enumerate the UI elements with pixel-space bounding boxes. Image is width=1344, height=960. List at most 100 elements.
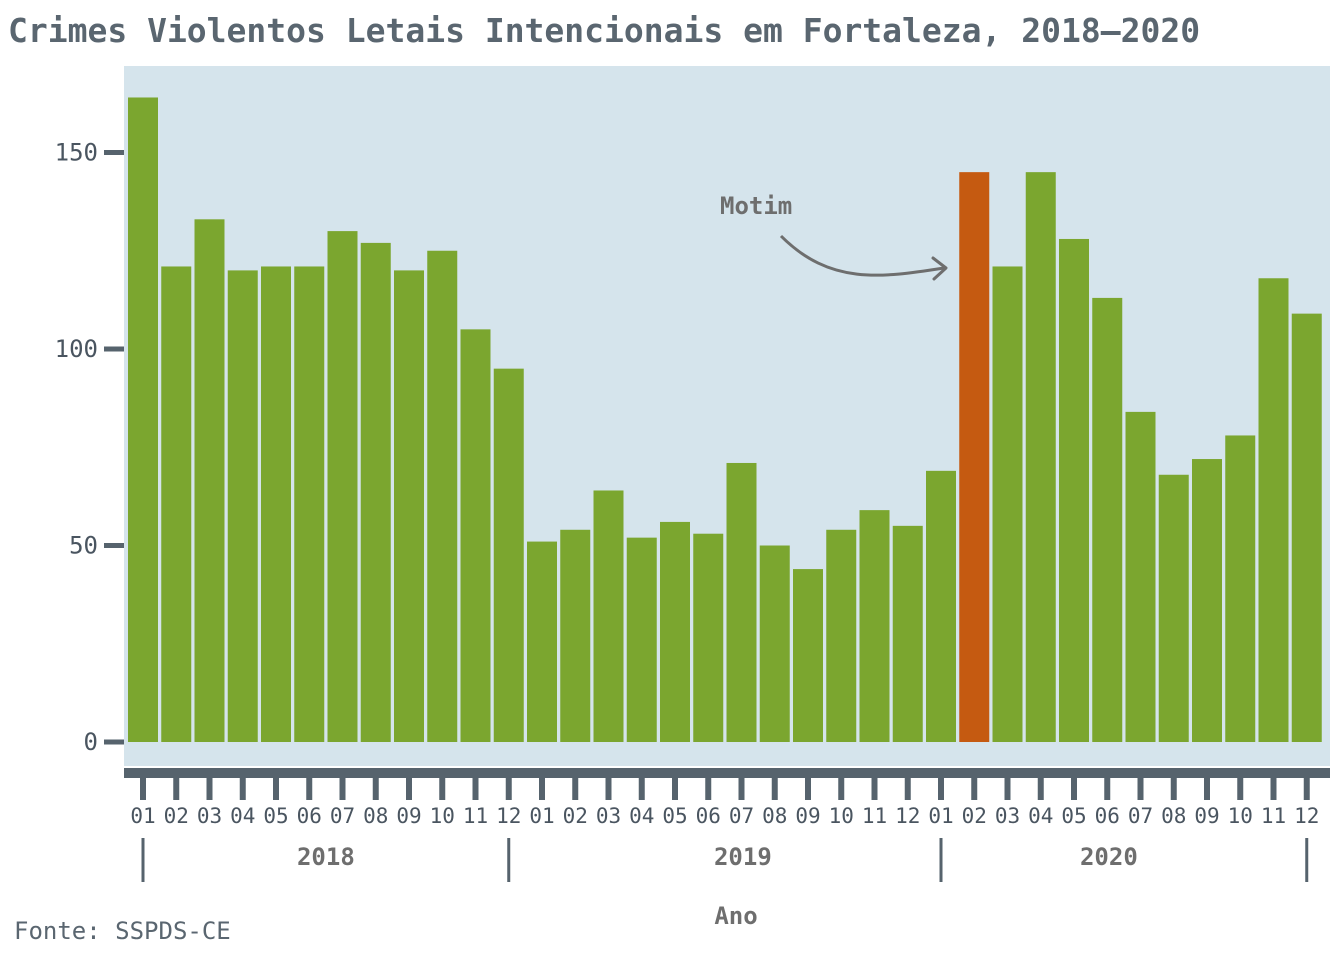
x-tick-mark xyxy=(738,778,745,800)
x-tick-mark xyxy=(1204,778,1210,800)
bar xyxy=(1092,297,1123,742)
annotation-label: Motim xyxy=(720,192,792,220)
bar xyxy=(693,533,724,742)
bar xyxy=(926,470,956,742)
source-note: Fonte: SSPDS-CE xyxy=(14,917,231,945)
annotation: Motim xyxy=(720,192,948,281)
x-tick-label: 04 xyxy=(1028,804,1053,828)
x-tick-mark xyxy=(672,778,678,800)
bar xyxy=(1192,459,1222,742)
x-tick-mark xyxy=(1303,778,1310,800)
x-tick-label: 02 xyxy=(563,804,588,828)
x-tick-mark xyxy=(1104,778,1111,800)
x-axis-label: Ano xyxy=(714,902,757,930)
x-tick-label: 10 xyxy=(829,804,854,828)
x-tick-label: 08 xyxy=(363,804,388,828)
bar xyxy=(161,266,192,742)
x-tick-mark xyxy=(904,778,911,800)
x-tick-mark xyxy=(638,778,645,800)
x-tick-label: 04 xyxy=(230,804,255,828)
x-tick-label: 04 xyxy=(629,804,654,828)
x-tick-mark xyxy=(140,778,146,800)
x-tick-mark xyxy=(805,778,811,800)
x-tick-label: 11 xyxy=(463,804,488,828)
x-tick-mark xyxy=(206,778,213,800)
chart-title: Crimes Violentos Letais Intencionais em … xyxy=(8,11,1200,50)
x-tick-mark xyxy=(838,778,845,800)
x-tick-mark xyxy=(339,778,346,800)
x-tick-label: 01 xyxy=(130,804,155,828)
x-tick-label: 03 xyxy=(596,804,621,828)
x-tick-label: 09 xyxy=(396,804,421,828)
x-tick-mark xyxy=(871,778,878,800)
x-tick-mark xyxy=(938,778,944,800)
bar xyxy=(1258,278,1289,742)
bar xyxy=(427,250,458,742)
bar xyxy=(593,490,624,742)
year-label: 2019 xyxy=(714,843,772,871)
x-tick-mark xyxy=(771,778,778,800)
x-ticks: 01 02 03 04 05 06 07 08 09 10 11 12 01 02 03 04 05 06 07 08… xyxy=(130,778,1319,828)
x-tick-mark xyxy=(1071,778,1077,800)
x-tick-mark xyxy=(1137,778,1144,800)
bar xyxy=(1125,411,1156,742)
bar xyxy=(560,529,591,742)
x-axis-line xyxy=(124,768,1330,778)
bar xyxy=(128,97,158,743)
bar xyxy=(194,219,225,742)
bar xyxy=(1059,238,1089,742)
x-tick-mark xyxy=(439,778,446,800)
x-tick-label: 08 xyxy=(762,804,787,828)
x-tick-label: 05 xyxy=(662,804,687,828)
bar xyxy=(493,368,524,742)
x-tick-label: 06 xyxy=(1095,804,1120,828)
bar xyxy=(726,462,757,742)
x-tick-mark xyxy=(1004,778,1011,800)
x-tick-label: 03 xyxy=(197,804,222,828)
x-tick-label: 10 xyxy=(1228,804,1253,828)
x-tick-label: 01 xyxy=(529,804,554,828)
x-tick-label: 10 xyxy=(430,804,455,828)
annotation-arrowhead xyxy=(931,256,948,281)
x-tick-mark xyxy=(406,778,412,800)
y-tick-label: 100 xyxy=(55,335,98,363)
x-tick-label: 11 xyxy=(1261,804,1286,828)
x-tick-mark xyxy=(705,778,712,800)
y-tick-label: 0 xyxy=(84,728,98,756)
bar xyxy=(261,266,291,742)
bar xyxy=(793,569,823,742)
x-tick-label: 05 xyxy=(263,804,288,828)
x-tick-label: 11 xyxy=(862,804,887,828)
bar xyxy=(460,329,491,742)
x-tick-mark xyxy=(1037,778,1044,800)
x-tick-label: 08 xyxy=(1161,804,1186,828)
x-tick-mark xyxy=(306,778,313,800)
bar xyxy=(394,270,424,742)
x-tick-label: 12 xyxy=(496,804,521,828)
y-axis: 0 50 100 150 xyxy=(55,139,124,756)
x-tick-mark xyxy=(572,778,579,800)
bar xyxy=(626,537,657,742)
x-tick-mark xyxy=(372,778,379,800)
x-tick-mark xyxy=(605,778,612,800)
x-tick-label: 03 xyxy=(995,804,1020,828)
year-label: 2018 xyxy=(297,843,355,871)
bar xyxy=(959,172,990,742)
bar xyxy=(660,521,690,742)
bar xyxy=(992,266,1023,742)
x-tick-mark xyxy=(239,778,246,800)
bar xyxy=(1025,172,1056,742)
x-tick-label: 09 xyxy=(1194,804,1219,828)
x-tick-mark xyxy=(505,778,512,800)
bar xyxy=(859,510,890,742)
bars xyxy=(128,97,1322,743)
bar xyxy=(327,231,358,742)
x-tick-mark xyxy=(1170,778,1177,800)
bar xyxy=(892,525,923,742)
x-tick-label: 07 xyxy=(330,804,355,828)
bar xyxy=(360,242,391,742)
x-tick-label: 12 xyxy=(895,804,920,828)
x-tick-label: 06 xyxy=(696,804,721,828)
bar xyxy=(294,266,325,742)
